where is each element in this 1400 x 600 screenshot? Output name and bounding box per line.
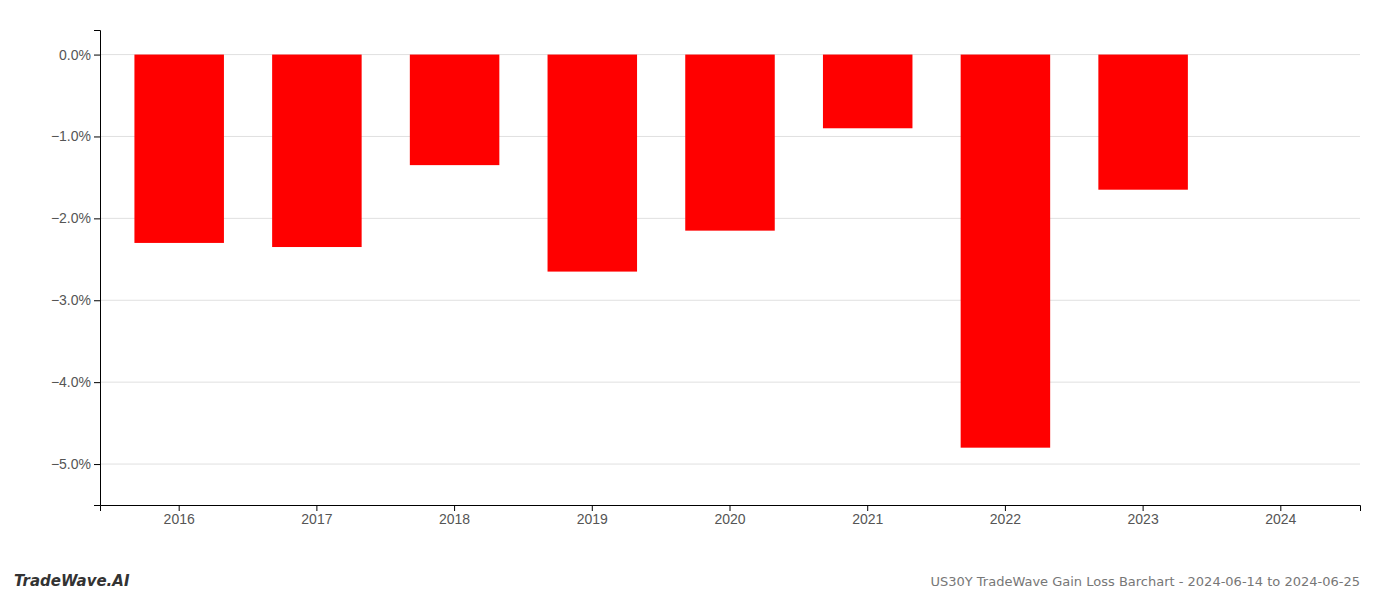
x-tick-label: 2018: [439, 511, 470, 527]
x-tick-label: 2017: [301, 511, 332, 527]
y-tick: −5.0%: [51, 456, 100, 472]
y-tick-label: −3.0%: [51, 292, 91, 308]
y-tick-label: −4.0%: [51, 374, 91, 390]
y-tick-mark: [94, 300, 100, 301]
watermark: TradeWave.AI: [14, 572, 130, 590]
x-tick-label: 2024: [1265, 511, 1296, 527]
chart: 2016 2017 2018 2019 2020 2021 2022 2023 2024 0.0%…: [0, 0, 1400, 600]
x-tick: 2018: [439, 505, 470, 527]
y-tick-mark: [94, 218, 100, 219]
y-tick-mark: [94, 55, 100, 56]
grid-line: [100, 382, 1360, 383]
y-tick: 0.0%: [59, 47, 100, 63]
x-tick: 2024: [1265, 505, 1296, 527]
y-axis: 0.0% −1.0% −2.0% −3.0% −4.0% −5.0%: [51, 31, 101, 506]
x-tick: 2020: [714, 505, 745, 527]
bar: [1098, 55, 1188, 190]
y-tick-mark: [94, 136, 100, 137]
y-tick-mark: [94, 464, 100, 465]
y-tick: −1.0%: [51, 128, 100, 144]
x-tick-label: 2023: [1128, 511, 1159, 527]
x-tick-label: 2022: [990, 511, 1021, 527]
x-tick: 2016: [164, 505, 195, 527]
grid-line: [100, 464, 1360, 465]
y-axis-line: [94, 31, 101, 506]
x-axis: 2016 2017 2018 2019 2020 2021 2022 2023 2024: [101, 505, 1361, 527]
y-tick-label: −5.0%: [51, 456, 91, 472]
grid: [100, 55, 1360, 464]
bar: [410, 55, 500, 166]
title: US30Y TradeWave Gain Loss Barchart - 202…: [930, 574, 1360, 589]
bar: [272, 55, 362, 247]
y-tick-mark: [94, 382, 100, 383]
y-tick: −2.0%: [51, 210, 100, 226]
bars: [134, 55, 1187, 448]
x-tick: 2021: [852, 505, 883, 527]
x-tick-label: 2020: [714, 511, 745, 527]
y-tick-label: 0.0%: [59, 47, 91, 63]
bar: [685, 55, 775, 231]
x-tick: 2017: [301, 505, 332, 527]
y-tick: −4.0%: [51, 374, 100, 390]
bar: [961, 55, 1051, 448]
bar: [823, 55, 913, 129]
x-tick-label: 2016: [164, 511, 195, 527]
x-tick-label: 2021: [852, 511, 883, 527]
x-tick: 2019: [577, 505, 608, 527]
bar: [1236, 54, 1326, 55]
x-tick-label: 2019: [577, 511, 608, 527]
y-tick-label: −2.0%: [51, 210, 91, 226]
grid-line: [100, 300, 1360, 301]
y-tick-label: −1.0%: [51, 128, 91, 144]
plot-area: 2016 2017 2018 2019 2020 2021 2022 2023 2024 0.0%…: [51, 31, 1361, 527]
x-tick: 2023: [1128, 505, 1159, 527]
bar: [548, 55, 638, 272]
x-tick: 2022: [990, 505, 1021, 527]
y-tick: −3.0%: [51, 292, 100, 308]
bar: [134, 55, 224, 243]
